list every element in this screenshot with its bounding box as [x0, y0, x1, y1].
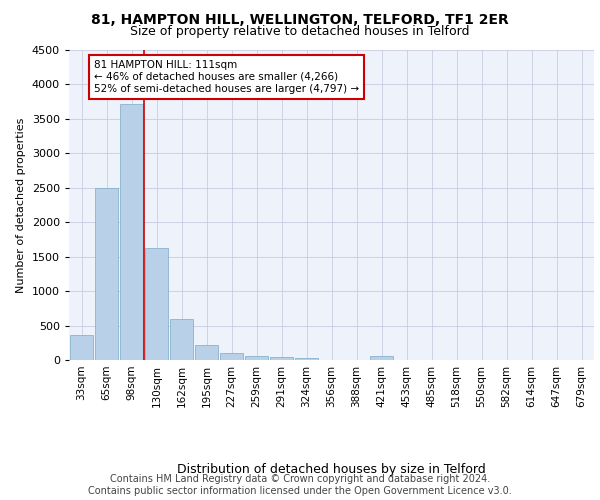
Bar	[170, 320, 193, 360]
X-axis label: Distribution of detached houses by size in Telford: Distribution of detached houses by size …	[177, 462, 486, 475]
Bar	[145, 248, 169, 360]
Bar	[220, 353, 244, 360]
Bar	[295, 358, 319, 360]
Bar	[269, 357, 293, 360]
Y-axis label: Number of detached properties: Number of detached properties	[16, 118, 26, 292]
Bar	[70, 334, 94, 360]
Bar	[194, 344, 218, 360]
Bar	[370, 356, 394, 360]
Bar	[245, 356, 268, 360]
Text: 81 HAMPTON HILL: 111sqm
← 46% of detached houses are smaller (4,266)
52% of semi: 81 HAMPTON HILL: 111sqm ← 46% of detache…	[94, 60, 359, 94]
Text: 81, HAMPTON HILL, WELLINGTON, TELFORD, TF1 2ER: 81, HAMPTON HILL, WELLINGTON, TELFORD, T…	[91, 12, 509, 26]
Bar	[95, 188, 118, 360]
Text: Contains HM Land Registry data © Crown copyright and database right 2024.
Contai: Contains HM Land Registry data © Crown c…	[88, 474, 512, 496]
Text: Size of property relative to detached houses in Telford: Size of property relative to detached ho…	[130, 25, 470, 38]
Bar	[119, 104, 143, 360]
